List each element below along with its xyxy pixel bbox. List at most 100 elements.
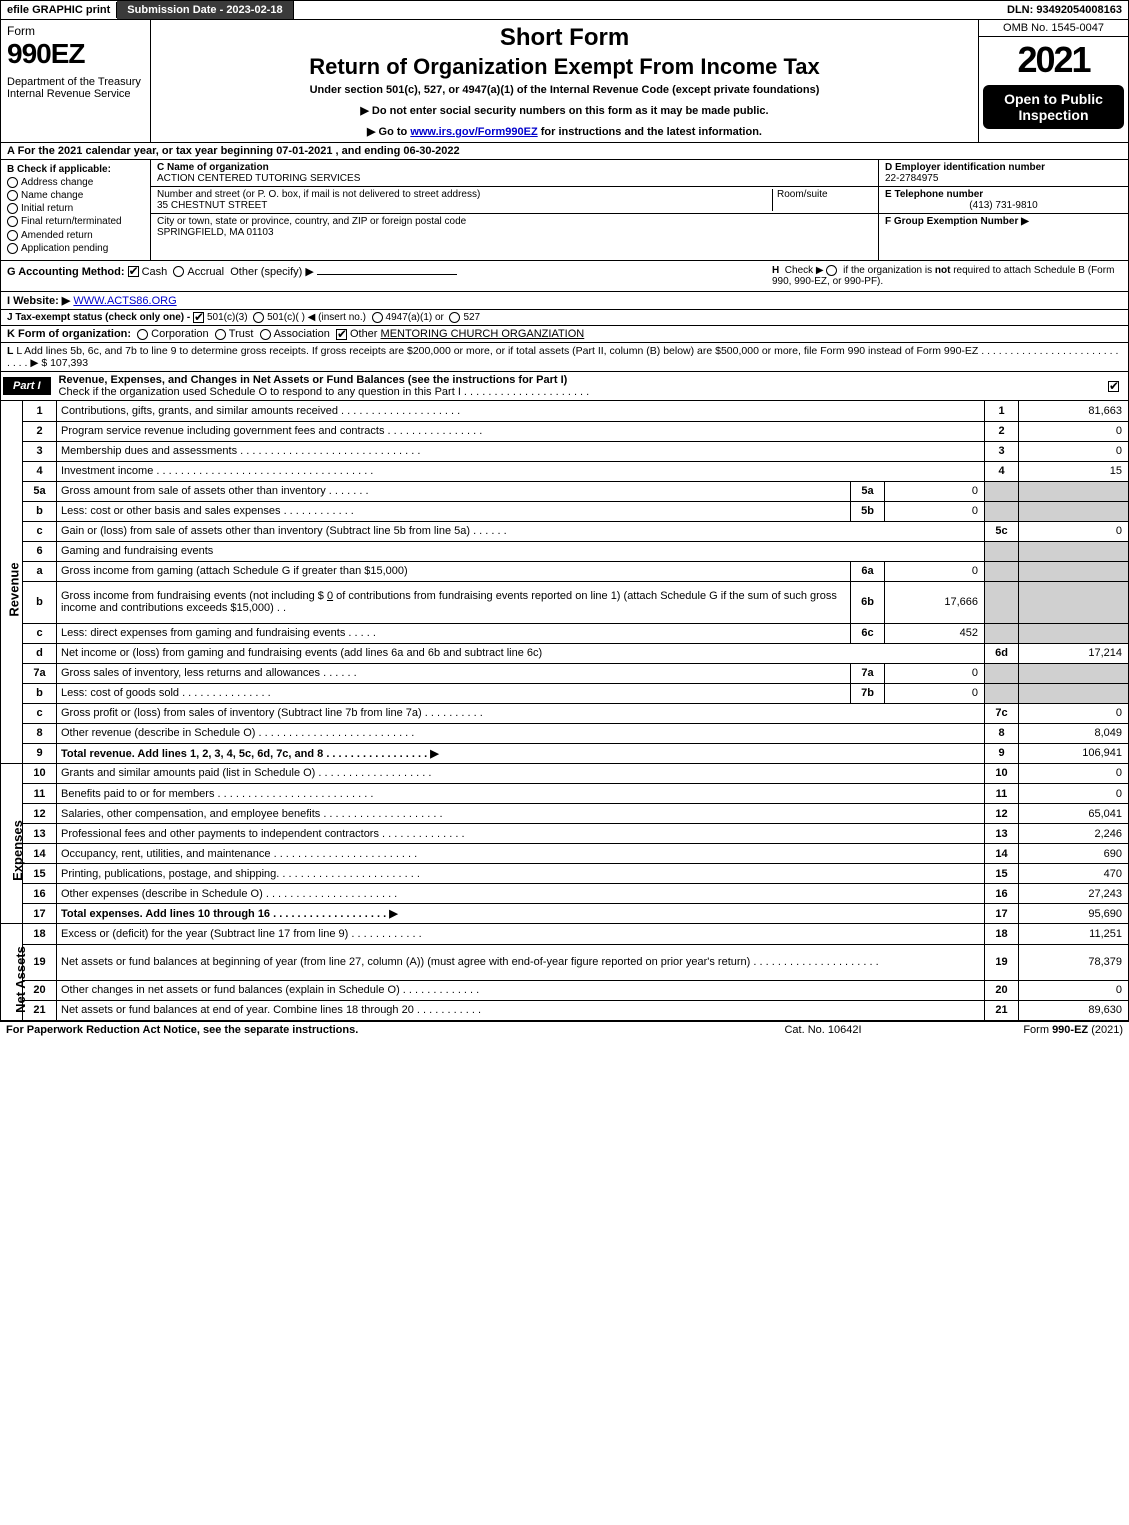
open-inspection: Open to Public Inspection bbox=[983, 85, 1124, 129]
f-group: F Group Exemption Number ▶ bbox=[879, 214, 1128, 229]
c-name-label: C Name of organization bbox=[157, 162, 269, 173]
chk-cash[interactable] bbox=[128, 266, 139, 277]
line-6a: aGross income from gaming (attach Schedu… bbox=[23, 561, 1129, 581]
line-6d: dNet income or (loss) from gaming and fu… bbox=[23, 643, 1129, 663]
part-1-sub: Check if the organization used Schedule … bbox=[59, 386, 590, 398]
expenses-table: 10Grants and similar amounts paid (list … bbox=[22, 764, 1129, 925]
goto-pre: ▶ Go to bbox=[367, 126, 410, 138]
revenue-section: Revenue 1Contributions, gifts, grants, a… bbox=[0, 401, 1129, 764]
chk-name-change[interactable]: Name change bbox=[7, 190, 144, 201]
paperwork-notice: For Paperwork Reduction Act Notice, see … bbox=[6, 1024, 723, 1036]
line-8: 8Other revenue (describe in Schedule O) … bbox=[23, 723, 1129, 743]
expenses-section: Expenses 10Grants and similar amounts pa… bbox=[0, 764, 1129, 925]
website-link[interactable]: WWW.ACTS86.ORG bbox=[73, 295, 176, 307]
line-20: 20Other changes in net assets or fund ba… bbox=[23, 980, 1129, 1000]
j-4947: 4947(a)(1) or bbox=[386, 312, 444, 323]
row-a-tax-year: A For the 2021 calendar year, or tax yea… bbox=[0, 143, 1129, 160]
goto-note: ▶ Go to www.irs.gov/Form990EZ for instru… bbox=[161, 125, 968, 138]
f-label: F Group Exemption Number ▶ bbox=[885, 216, 1029, 227]
chk-trust[interactable] bbox=[215, 329, 226, 340]
net-assets-sidelabel: Net Assets bbox=[0, 924, 22, 1021]
k-trust: Trust bbox=[229, 328, 254, 340]
revenue-label: Revenue bbox=[7, 562, 22, 616]
irs-link[interactable]: www.irs.gov/Form990EZ bbox=[410, 126, 537, 138]
other-label: Other (specify) ▶ bbox=[230, 266, 314, 278]
line-7a: 7aGross sales of inventory, less returns… bbox=[23, 663, 1129, 683]
chk-501c3[interactable] bbox=[193, 312, 204, 323]
line-4: 4Investment income . . . . . . . . . . .… bbox=[23, 461, 1129, 481]
line-19: 19Net assets or fund balances at beginni… bbox=[23, 944, 1129, 980]
row-l-gross-receipts: L L Add lines 5b, 6c, and 7b to line 9 t… bbox=[0, 343, 1129, 372]
g-label: G Accounting Method: bbox=[7, 266, 125, 278]
expenses-sidelabel: Expenses bbox=[0, 764, 22, 925]
chk-assoc[interactable] bbox=[260, 329, 271, 340]
tax-year: 2021 bbox=[979, 37, 1128, 83]
line-17: 17Total expenses. Add lines 10 through 1… bbox=[23, 904, 1129, 924]
submission-date: Submission Date - 2023-02-18 bbox=[117, 1, 293, 19]
i-label: I Website: ▶ bbox=[7, 295, 70, 307]
chk-accrual[interactable] bbox=[173, 266, 184, 277]
e-label: E Telephone number bbox=[885, 189, 983, 200]
dln-label: DLN: 93492054008163 bbox=[1001, 2, 1128, 18]
line-1: 1Contributions, gifts, grants, and simil… bbox=[23, 401, 1129, 421]
line-2: 2Program service revenue including gover… bbox=[23, 421, 1129, 441]
l-amount: 107,393 bbox=[50, 357, 88, 369]
line-15: 15Printing, publications, postage, and s… bbox=[23, 864, 1129, 884]
chk-corp[interactable] bbox=[137, 329, 148, 340]
b-header: B Check if applicable: bbox=[7, 164, 144, 175]
d-label: D Employer identification number bbox=[885, 162, 1045, 173]
revenue-table: 1Contributions, gifts, grants, and simil… bbox=[22, 401, 1129, 764]
line-6c: cLess: direct expenses from gaming and f… bbox=[23, 623, 1129, 643]
efile-label: efile GRAPHIC print bbox=[1, 2, 117, 18]
line-13: 13Professional fees and other payments t… bbox=[23, 824, 1129, 844]
part-1-check bbox=[1108, 380, 1128, 392]
j-527: 527 bbox=[463, 312, 480, 323]
k-label: K Form of organization: bbox=[7, 328, 131, 340]
cat-no: Cat. No. 10642I bbox=[723, 1024, 923, 1036]
j-501c: 501(c)( ) ◀ (insert no.) bbox=[267, 312, 366, 323]
accrual-label: Accrual bbox=[187, 266, 224, 278]
net-assets-label: Net Assets bbox=[13, 946, 28, 1013]
form-number: 990EZ bbox=[7, 38, 144, 70]
header-left: Form 990EZ Department of the Treasury In… bbox=[1, 20, 151, 142]
chk-schedule-b[interactable] bbox=[826, 265, 837, 276]
room-suite-label: Room/suite bbox=[777, 189, 828, 200]
col-b-check-applicable: B Check if applicable: Address change Na… bbox=[1, 160, 151, 260]
line-9-text: Total revenue. Add lines 1, 2, 3, 4, 5c,… bbox=[61, 748, 439, 760]
cash-label: Cash bbox=[142, 266, 168, 278]
row-a-text: A For the 2021 calendar year, or tax yea… bbox=[7, 145, 460, 157]
chk-other-org[interactable] bbox=[336, 329, 347, 340]
chk-initial-return[interactable]: Initial return bbox=[7, 203, 144, 214]
line-14: 14Occupancy, rent, utilities, and mainte… bbox=[23, 844, 1129, 864]
org-city: SPRINGFIELD, MA 01103 bbox=[157, 227, 274, 238]
section-bcdef: B Check if applicable: Address change Na… bbox=[0, 160, 1129, 261]
chk-amended-return[interactable]: Amended return bbox=[7, 230, 144, 241]
line-7c: cGross profit or (loss) from sales of in… bbox=[23, 703, 1129, 723]
l-text: L Add lines 5b, 6c, and 7b to line 9 to … bbox=[7, 345, 1118, 369]
line-18: 18Excess or (deficit) for the year (Subt… bbox=[23, 924, 1129, 944]
short-form-title: Short Form bbox=[161, 24, 968, 52]
under-section: Under section 501(c), 527, or 4947(a)(1)… bbox=[161, 84, 968, 96]
other-specify-line bbox=[317, 274, 457, 275]
org-name: ACTION CENTERED TUTORING SERVICES bbox=[157, 173, 360, 184]
line-5b: bLess: cost or other basis and sales exp… bbox=[23, 501, 1129, 521]
e-phone: E Telephone number (413) 731-9810 bbox=[879, 187, 1128, 214]
chk-527[interactable] bbox=[449, 312, 460, 323]
chk-application-pending[interactable]: Application pending bbox=[7, 243, 144, 254]
line-9: 9Total revenue. Add lines 1, 2, 3, 4, 5c… bbox=[23, 743, 1129, 763]
header-center: Short Form Return of Organization Exempt… bbox=[151, 20, 978, 142]
c-name-row: C Name of organization ACTION CENTERED T… bbox=[151, 160, 878, 187]
line-5c: cGain or (loss) from sale of assets othe… bbox=[23, 521, 1129, 541]
header-right: OMB No. 1545-0047 2021 Open to Public In… bbox=[978, 20, 1128, 142]
row-i-website: I Website: ▶ WWW.ACTS86.ORG bbox=[0, 292, 1129, 310]
col-c-org-info: C Name of organization ACTION CENTERED T… bbox=[151, 160, 878, 260]
line-21: 21Net assets or fund balances at end of … bbox=[23, 1000, 1129, 1020]
k-other: Other bbox=[350, 328, 378, 340]
chk-501c[interactable] bbox=[253, 312, 264, 323]
chk-final-return[interactable]: Final return/terminated bbox=[7, 216, 144, 227]
row-j-tax-exempt: J Tax-exempt status (check only one) - 5… bbox=[0, 310, 1129, 326]
chk-address-change[interactable]: Address change bbox=[7, 177, 144, 188]
chk-schedule-o[interactable] bbox=[1108, 381, 1119, 392]
chk-4947[interactable] bbox=[372, 312, 383, 323]
department: Department of the Treasury Internal Reve… bbox=[7, 76, 144, 100]
